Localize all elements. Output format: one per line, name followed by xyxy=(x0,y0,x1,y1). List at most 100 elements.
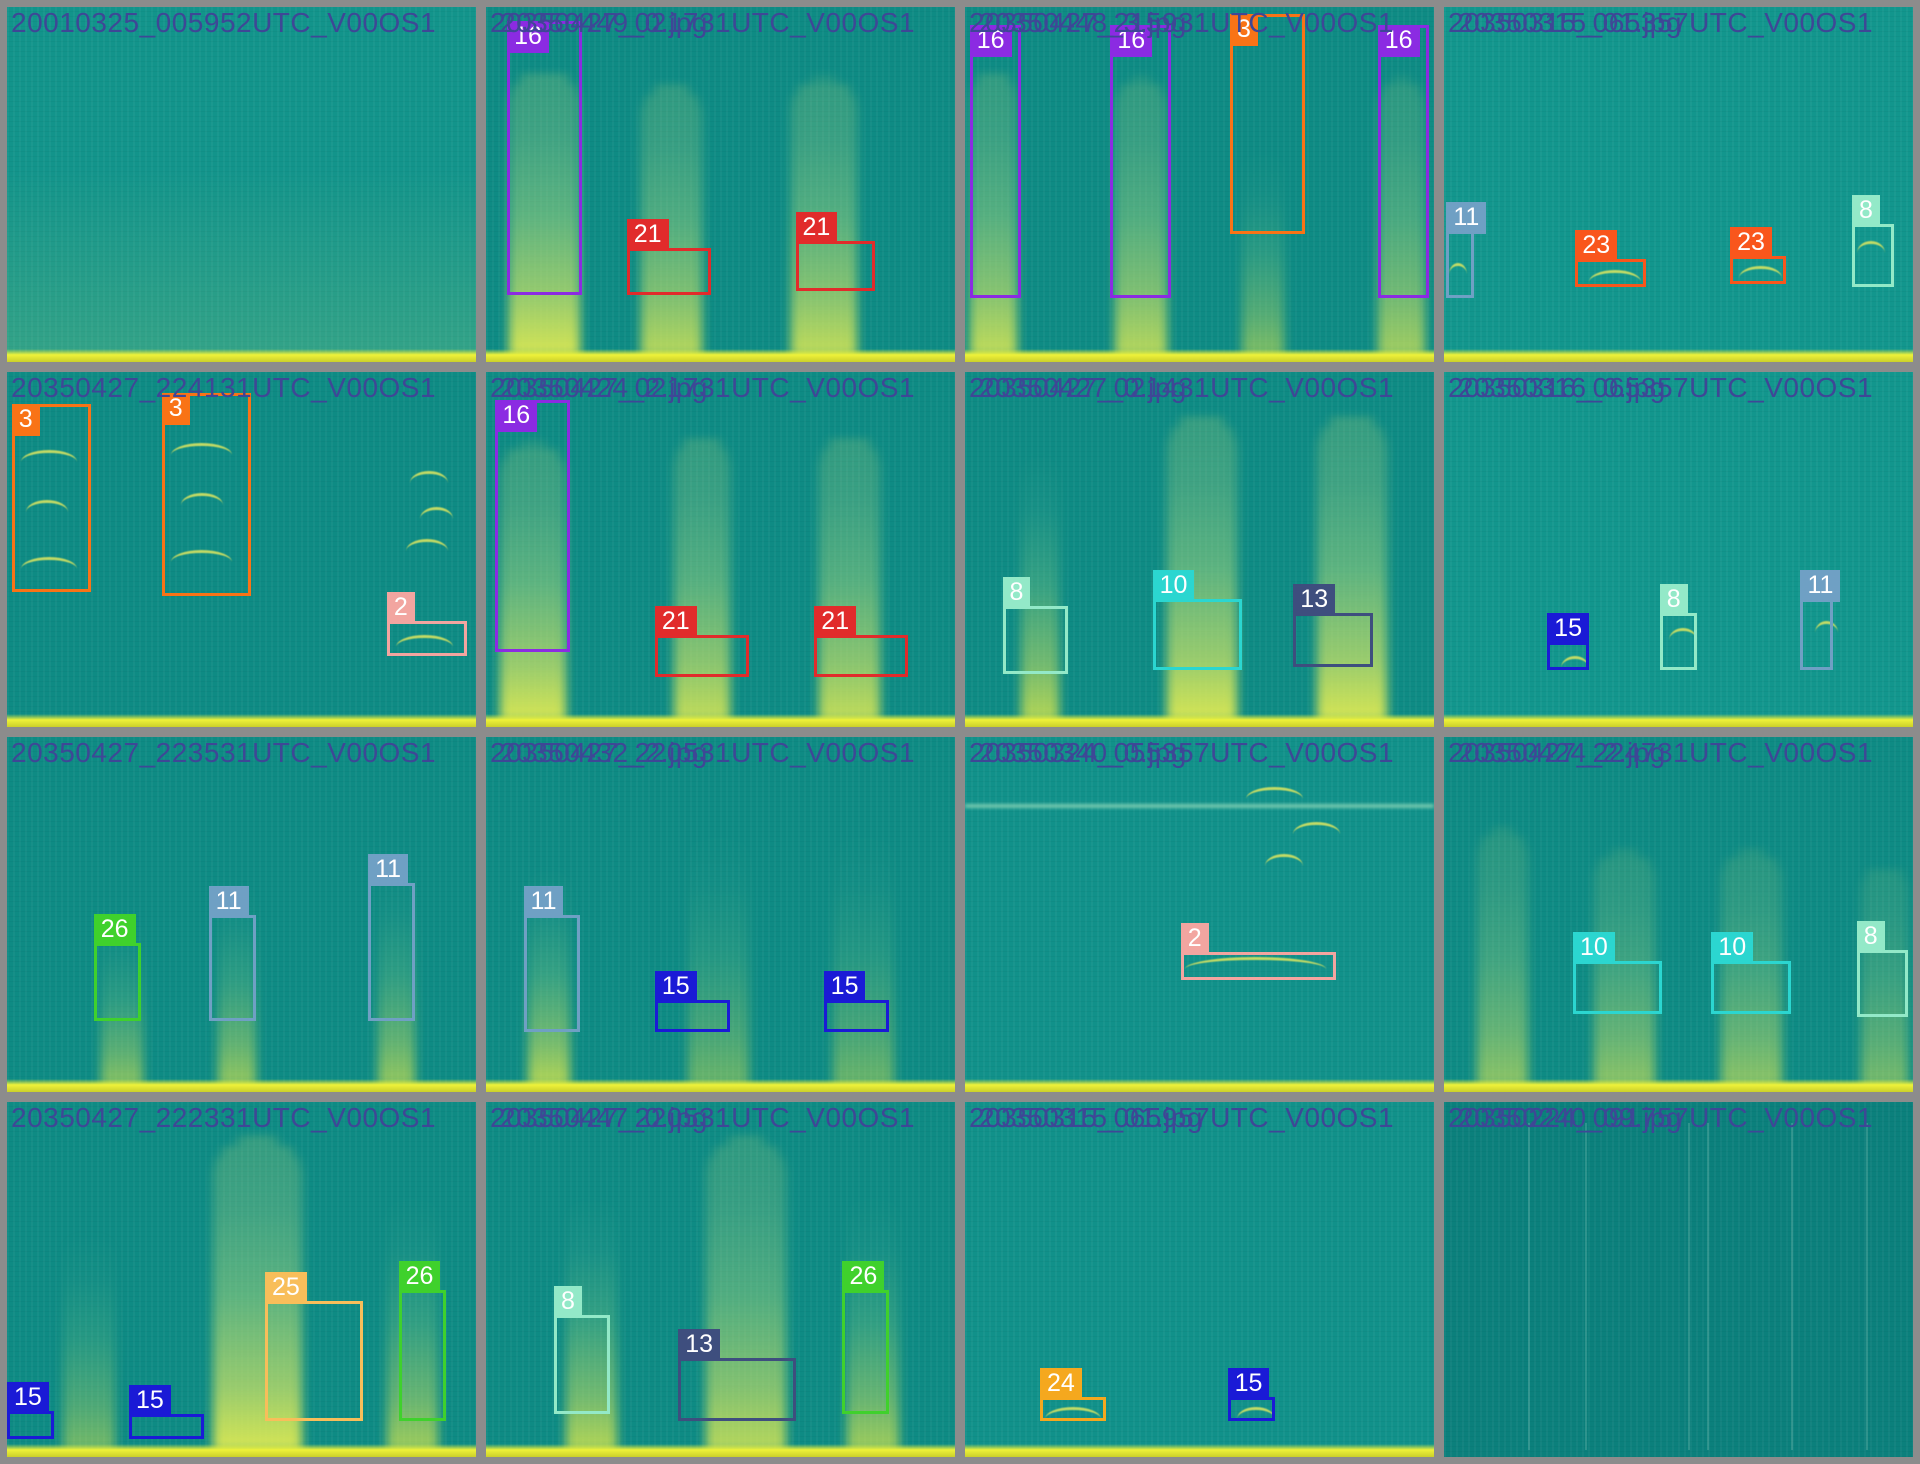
spectrogram-whistle-mark xyxy=(1814,620,1838,633)
tile-filename: 20350427_220531UTC_V00OS1 xyxy=(490,737,916,768)
annotation-class-label: 16 xyxy=(1110,24,1153,57)
tile-filename-overlay: 20350424_2.jpg xyxy=(1458,737,1666,768)
annotation-class-label: 26 xyxy=(842,1261,885,1294)
annotation-box: 15 xyxy=(1227,1367,1275,1422)
tile-filename-overlay: 20350448_3.jpg xyxy=(979,7,1187,38)
spectrogram-call-plume xyxy=(833,830,895,1086)
tile-filename-overlay: 20350427_0.jpg xyxy=(979,372,1187,403)
spectrogram-whistle-mark xyxy=(21,556,78,569)
annotation-class-label: 15 xyxy=(1227,1367,1270,1400)
annotation-box: 25 xyxy=(264,1271,364,1422)
annotation-box: 23 xyxy=(1575,230,1646,288)
annotation-box: 2 xyxy=(1180,922,1336,981)
annotation-class-label: 15 xyxy=(654,970,697,1003)
tile-filename-overlay: 20350424_2.jpg xyxy=(500,372,708,403)
annotation-box: 26 xyxy=(398,1261,446,1422)
tile-filename: 20350427_021431UTC_V00OS1 xyxy=(969,372,1395,403)
tile-filename-overlay: 20350447_0.jpg xyxy=(500,1102,708,1133)
annotation-box: 8 xyxy=(1659,584,1698,671)
tile-filename-overlay: 20350432_2.jpg xyxy=(500,737,708,768)
spectrogram-vertical-streak xyxy=(1584,1123,1587,1450)
tile-filename: 20350427_021731UTC_V00OS1 xyxy=(490,372,916,403)
spectrogram-bottom-band xyxy=(965,1444,1434,1457)
annotation-class-label: 8 xyxy=(554,1286,582,1318)
annotation-box: 3 xyxy=(1229,14,1306,235)
annotation-box: 11 xyxy=(1446,201,1487,299)
spectrogram-call-plume xyxy=(1115,79,1167,356)
annotation-class-label: 15 xyxy=(7,1381,49,1414)
annotation-box: 15 xyxy=(654,970,730,1032)
annotation-box: 3 xyxy=(161,393,251,596)
annotation-class-label: 11 xyxy=(1800,570,1841,603)
annotation-box: 21 xyxy=(626,219,712,295)
annotation-class-label: 23 xyxy=(1730,226,1772,259)
spectrogram-bottom-band xyxy=(1444,349,1913,362)
annotation-box: 10 xyxy=(1152,570,1242,671)
spectrogram-bottom-band xyxy=(7,1079,476,1092)
spectrogram-vertical-streak xyxy=(1866,1123,1869,1450)
spectrogram-whistle-mark xyxy=(1185,957,1327,969)
spectrogram-call-plume xyxy=(1861,865,1909,1086)
spectrogram-bottom-band xyxy=(7,1444,476,1457)
annotation-class-label: 15 xyxy=(823,970,866,1003)
annotation-box: 10 xyxy=(1572,931,1663,1014)
annotation-class-label: 2 xyxy=(386,591,415,624)
spectrogram-call-plume xyxy=(500,444,566,721)
spectrogram-whistle-mark xyxy=(1265,854,1303,866)
spectrogram-bottom-band xyxy=(7,714,476,727)
tile-filename: 20350427_224731UTC_V00OS1 xyxy=(1448,737,1874,768)
spectrogram-whistle-mark xyxy=(405,538,448,551)
annotation-class-label: 21 xyxy=(814,605,857,638)
spectrogram-whistle-mark xyxy=(410,471,448,483)
spectrogram-call-plume xyxy=(687,830,749,1086)
spectrogram-whistle-mark xyxy=(1246,786,1303,799)
spectrogram-bottom-band xyxy=(486,1444,955,1457)
spectrogram-whistle-mark xyxy=(1237,1407,1275,1419)
spectrogram-call-plume xyxy=(1166,415,1237,721)
spectrogram-tile: 16 21 21 20350427_021731UTC_V00OS1 20350449_… xyxy=(486,7,955,362)
spectrogram-whistle-mark xyxy=(21,450,78,462)
annotation-class-label: 10 xyxy=(1711,931,1754,964)
spectrogram-bottom-band xyxy=(965,1079,1434,1092)
tile-filename: 20350315_065357UTC_V00OS1 xyxy=(1448,7,1874,38)
spectrogram-tile: 11 15 15 20350427_220531UTC_V00OS1 20350432_… xyxy=(486,737,955,1092)
spectrogram-bottom-band xyxy=(1444,1079,1913,1092)
annotation-class-label: 3 xyxy=(11,403,40,436)
annotation-class-label: 13 xyxy=(1293,584,1336,617)
spectrogram-vertical-streak xyxy=(1687,1123,1690,1450)
annotation-box: 21 xyxy=(814,605,909,678)
spectrogram-bottom-band xyxy=(965,714,1434,727)
spectrogram-call-plume xyxy=(1377,79,1425,356)
spectrogram-bottom-band xyxy=(965,349,1434,362)
spectrogram-horizontal-band xyxy=(965,804,1434,809)
spectrogram-call-plume xyxy=(377,865,416,1086)
annotation-class-label: 25 xyxy=(264,1271,307,1304)
spectrogram-bottom-band xyxy=(1444,714,1913,727)
annotation-class-label: 11 xyxy=(1446,201,1487,234)
spectrogram-bottom-band xyxy=(7,349,476,362)
spectrogram-tile: 10 10 8 20350427_224731UTC_V00OS1 20350424_2… xyxy=(1444,737,1913,1092)
annotation-box: 2 xyxy=(386,591,467,656)
annotation-box: 16 xyxy=(495,400,571,653)
spectrogram-vertical-streak xyxy=(1528,1123,1531,1450)
spectrogram-call-plume xyxy=(1241,150,1284,356)
tile-filename: 20350427_224131UTC_V00OS1 xyxy=(11,372,437,403)
spectrogram-whistle-mark xyxy=(419,506,453,519)
annotation-class-label: 16 xyxy=(1377,24,1420,57)
tile-filename: 20010325_005952UTC_V00OS1 xyxy=(11,7,437,38)
tile-filename: 20350427_215931UTC_V00OS1 xyxy=(969,7,1395,38)
annotation-box: 13 xyxy=(678,1328,796,1422)
tile-filename-overlay: 20350315_01.jpg xyxy=(1458,7,1682,38)
spectrogram-whistle-mark xyxy=(396,634,453,647)
annotation-class-label: 15 xyxy=(1547,612,1589,645)
spectrogram-call-plume xyxy=(1476,830,1529,1086)
spectrogram-whistle-mark xyxy=(1561,656,1590,668)
spectrogram-call-plume xyxy=(847,1195,899,1451)
annotation-box: 3 xyxy=(11,403,92,593)
tile-filename-overlay: 20350315_01.jpg xyxy=(979,1102,1203,1133)
spectrogram-tile: 20350224_091757UTC_V00OS1 20350240_09.jpg xyxy=(1444,1102,1913,1457)
tile-filename: 20350315_065957UTC_V00OS1 xyxy=(969,1102,1395,1133)
annotation-box: 23 xyxy=(1730,226,1787,284)
annotation-class-label: 24 xyxy=(1040,1367,1082,1400)
annotation-box: 26 xyxy=(93,913,141,1021)
